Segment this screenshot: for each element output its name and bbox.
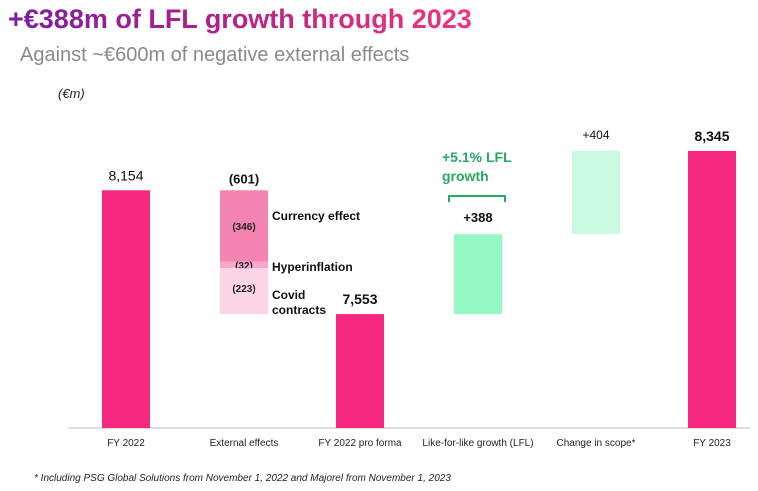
bar-total (688, 150, 736, 428)
segment-name-label: Currency effect (272, 209, 360, 223)
segment-value-label: (346) (232, 222, 255, 233)
bar-total (102, 190, 150, 428)
x-tick-label: FY 2023 (693, 438, 731, 449)
lfl-bracket (448, 195, 506, 202)
x-tick-label: FY 2022 pro forma (318, 438, 402, 449)
bar-total (336, 314, 384, 428)
slide-title: +€388m of LFL growth through 2023 (8, 4, 472, 34)
lfl-annotation: +5.1% LFL (442, 149, 512, 165)
data-label: 7,553 (342, 291, 377, 307)
footnote: * Including PSG Global Solutions from No… (34, 473, 451, 484)
data-label: +388 (463, 210, 492, 225)
x-tick-label: FY 2022 (107, 438, 145, 449)
bar-segment (220, 190, 268, 262)
slide-subtitle: Against ~€600m of negative external effe… (20, 44, 410, 66)
bar-delta (454, 234, 502, 315)
unit-label: (€m) (58, 86, 85, 101)
x-tick-label: Like-for-like growth (LFL) (422, 438, 533, 449)
segment-value-label: (223) (232, 284, 255, 295)
bar-delta (572, 150, 620, 235)
data-label: +404 (582, 128, 609, 142)
segment-name-label: Covid (272, 288, 305, 302)
segment-value-label: (32) (235, 261, 253, 272)
bar-segment (220, 261, 268, 269)
x-tick-label: Change in scope* (557, 438, 636, 449)
segment-name-label: contracts (272, 303, 326, 317)
data-label: 8,345 (694, 128, 729, 144)
x-tick-label: External effects (210, 438, 279, 449)
data-label: 8,154 (108, 167, 143, 183)
lfl-annotation: growth (442, 168, 489, 184)
segment-name-label: Hyperinflation (272, 260, 353, 274)
data-label: (601) (229, 171, 259, 186)
bar-segment (220, 268, 268, 315)
